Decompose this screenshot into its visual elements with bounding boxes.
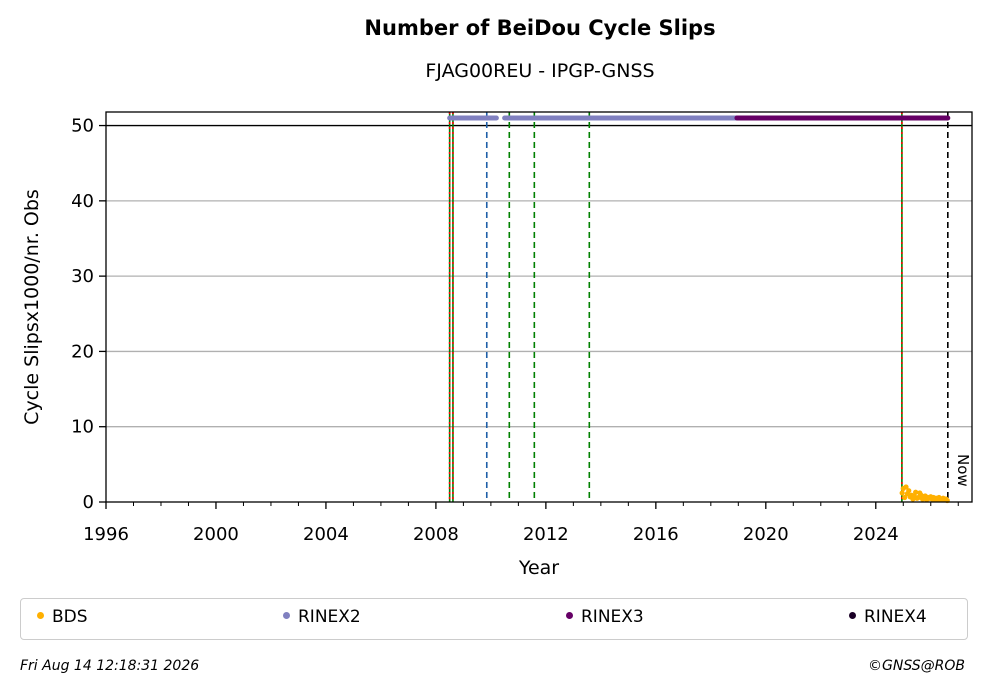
data-point-bds bbox=[903, 484, 909, 490]
data-point-bds bbox=[913, 489, 919, 495]
data-point-bds bbox=[906, 488, 912, 494]
chart-title: Number of BeiDou Cycle Slips bbox=[364, 16, 716, 40]
y-tick-label: 40 bbox=[71, 191, 94, 212]
legend-item-rinex2: RINEX2 bbox=[283, 607, 361, 627]
grid-lines bbox=[106, 124, 972, 428]
axis-ticks: 1996 2000 2004 2008 2012 2016 2020 2024 0 10 20 30 4… bbox=[71, 116, 959, 545]
x-tick-label: 1996 bbox=[83, 524, 129, 545]
legend-item-rinex4: RINEX4 bbox=[849, 607, 927, 627]
x-tick-label: 2004 bbox=[303, 524, 349, 545]
plot-frame bbox=[105, 111, 973, 503]
x-tick-label: 2008 bbox=[413, 524, 459, 545]
legend-label-rinex2: RINEX2 bbox=[298, 607, 361, 627]
rinex4-marker-icon bbox=[849, 611, 856, 619]
y-tick-label: 0 bbox=[83, 492, 94, 513]
legend: BDS RINEX2 RINEX3 RINEX4 bbox=[20, 598, 968, 640]
x-axis-label: Year bbox=[518, 557, 559, 579]
rinex2-marker-icon bbox=[283, 611, 290, 619]
data-point-bds bbox=[902, 494, 908, 501]
x-tick-label: 2024 bbox=[853, 524, 899, 545]
event-lines bbox=[448, 112, 949, 502]
y-tick-label: 10 bbox=[71, 417, 94, 438]
chart-subtitle: FJAG00REU - IPGP-GNSS bbox=[425, 60, 655, 82]
rinex3-marker-icon bbox=[566, 611, 573, 619]
legend-item-rinex3: RINEX3 bbox=[566, 607, 644, 627]
y-tick-label: 30 bbox=[71, 266, 94, 287]
timestamp: Fri Aug 14 12:18:31 2026 bbox=[20, 658, 200, 674]
data-point-bds bbox=[899, 490, 905, 496]
x-tick-label: 2012 bbox=[523, 524, 569, 545]
bds-points bbox=[899, 484, 950, 504]
legend-label-bds: BDS bbox=[52, 607, 88, 627]
x-tick-label: 2020 bbox=[743, 524, 789, 545]
y-axis-label: Cycle Slipsx1000/nr. Obs bbox=[21, 189, 43, 425]
credit: ©GNSS@ROB bbox=[868, 658, 965, 674]
y-tick-label: 20 bbox=[71, 341, 94, 362]
now-label: Now bbox=[954, 454, 972, 487]
legend-label-rinex3: RINEX3 bbox=[581, 607, 644, 627]
x-tick-label: 2000 bbox=[193, 524, 239, 545]
legend-label-rinex4: RINEX4 bbox=[864, 607, 927, 627]
x-tick-label: 2016 bbox=[633, 524, 679, 545]
bds-marker-icon bbox=[37, 611, 44, 619]
chart-canvas: 1996 2000 2004 2008 2012 2016 2020 2024 0 10 20 30 4… bbox=[21, 111, 973, 579]
legend-item-bds: BDS bbox=[37, 607, 88, 627]
y-tick-label: 50 bbox=[71, 116, 94, 137]
